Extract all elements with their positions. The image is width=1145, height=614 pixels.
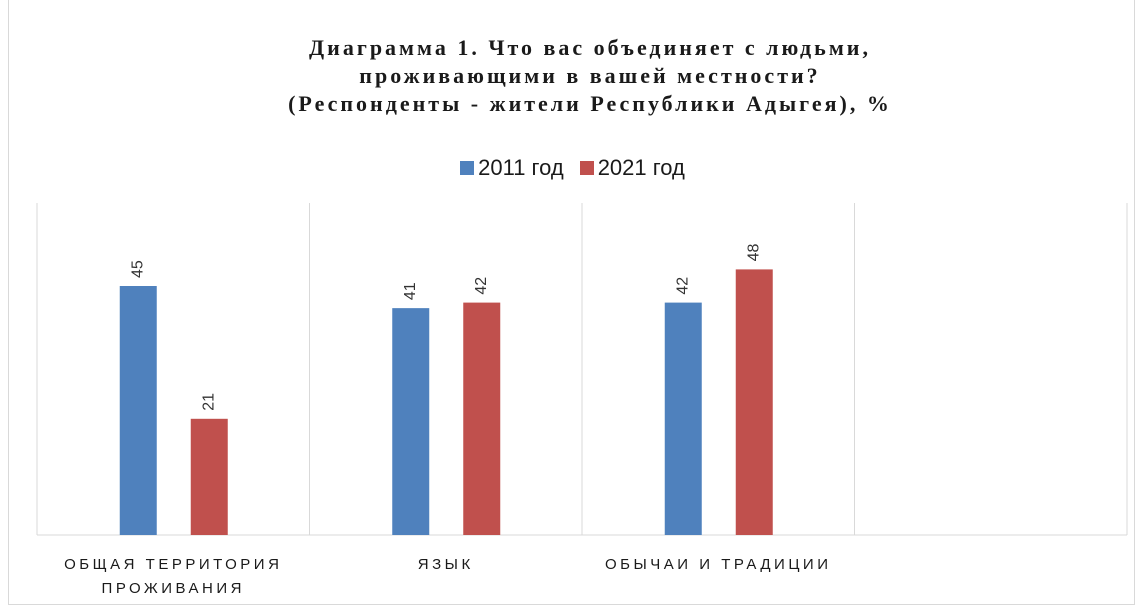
bar	[735, 269, 773, 535]
bar	[119, 286, 157, 535]
x-tick-label: ОБЩАЯ ТЕРРИТОРИЯ ПРОЖИВАНИЯ	[64, 556, 283, 597]
legend-swatch	[460, 161, 475, 175]
data-label: 42	[473, 277, 490, 295]
data-label: 45	[129, 260, 146, 278]
data-label: 42	[674, 277, 691, 295]
chart-frame	[8, 0, 1135, 605]
data-label: 41	[402, 282, 419, 300]
legend-label: 2011 год	[478, 155, 564, 180]
bar	[392, 308, 430, 535]
data-label: 21	[200, 393, 217, 411]
legend: 2011 год 2021 год	[0, 155, 1145, 181]
legend-item: 2011 год	[460, 155, 564, 181]
legend-swatch	[579, 161, 594, 175]
x-tick-label: ОБЫЧАИ И ТРАДИЦИИ	[605, 556, 832, 573]
x-tick-label: ЯЗЫК	[417, 556, 474, 573]
bar	[190, 418, 228, 535]
legend-item: 2021 год	[579, 155, 685, 181]
bar	[664, 302, 702, 535]
data-label: 48	[745, 244, 762, 262]
bar	[463, 302, 501, 535]
legend-label: 2021 год	[597, 155, 685, 180]
chart-title: Диаграмма 1. Что вас объединяет с людьми…	[288, 35, 892, 116]
